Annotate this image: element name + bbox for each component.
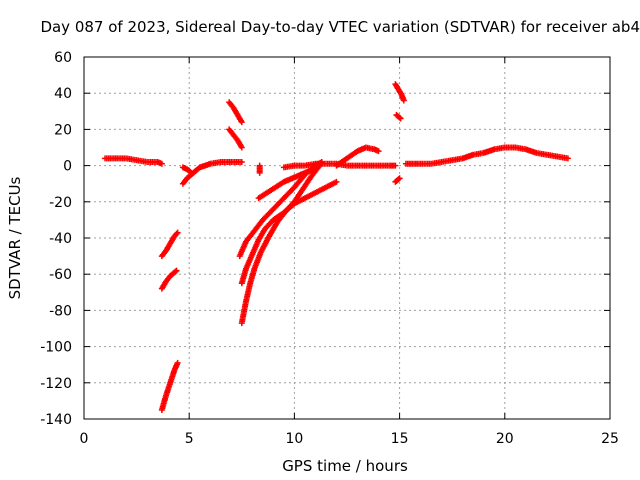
y-tick-label: -80 <box>49 303 72 319</box>
y-axis-label: SDTVAR / TECUs <box>6 176 24 299</box>
chart-title: Day 087 of 2023, Sidereal Day-to-day VTE… <box>40 18 640 36</box>
y-tick-label: -60 <box>49 267 72 283</box>
data-point <box>238 144 245 151</box>
y-tick-label: -20 <box>49 195 72 211</box>
data-point <box>174 359 181 366</box>
y-tick-label: -40 <box>49 231 72 247</box>
data-point <box>188 169 195 176</box>
axis-ticks: 0 5 10 15 20 25 -140 -120 -100 -80 -60 -40 -20 0 20 40 6… <box>40 50 619 447</box>
series-seg-rise-d <box>255 166 319 202</box>
data-point <box>312 166 319 173</box>
data-point <box>173 267 180 274</box>
y-tick-label: -140 <box>40 412 72 428</box>
series-seg-steep-c <box>158 229 181 260</box>
series-seg-steep-b <box>158 267 180 292</box>
plot-frame <box>83 56 611 420</box>
x-tick-label: 10 <box>285 431 303 447</box>
y-tick-label: 60 <box>54 50 72 66</box>
data-point <box>395 176 402 183</box>
series-seg-bump <box>333 144 382 169</box>
y-tick-label: -120 <box>40 376 72 392</box>
data-point <box>375 148 382 155</box>
series-seg-spike-c <box>392 175 403 185</box>
data-point <box>397 115 404 122</box>
data-point <box>174 229 181 236</box>
series-seg-high-b <box>226 126 245 151</box>
data-point <box>396 175 403 182</box>
y-tick-label: 40 <box>54 86 72 102</box>
y-tick-label: 0 <box>63 159 72 175</box>
y-tick-label: -100 <box>40 340 72 356</box>
data-point <box>158 160 165 167</box>
data-point <box>564 155 571 162</box>
data-point <box>392 162 399 169</box>
data-point <box>256 169 263 176</box>
series-seg-mid-b <box>179 164 195 176</box>
y-tick-label: 20 <box>54 122 72 138</box>
x-tick-label: 25 <box>601 431 619 447</box>
x-tick-label: 15 <box>391 431 409 447</box>
data-point <box>396 114 403 121</box>
x-tick-label: 20 <box>496 431 514 447</box>
series-seg-steep-a <box>158 359 181 413</box>
data-point <box>400 97 407 104</box>
x-tick-label: 5 <box>185 431 194 447</box>
grid <box>84 57 610 419</box>
x-axis-label: GPS time / hours <box>282 457 408 475</box>
data-point <box>172 268 179 275</box>
series-seg-high-a <box>226 99 245 126</box>
series-seg-late <box>402 144 571 167</box>
series-seg-spike-b <box>393 111 404 122</box>
data-points <box>102 81 571 413</box>
data-point <box>173 230 180 237</box>
data-point <box>238 119 245 126</box>
data-point <box>238 158 245 165</box>
series-seg-flat-mid <box>280 160 399 171</box>
data-point <box>333 178 340 185</box>
series-seg-rise-a <box>238 162 323 327</box>
series-seg-rise-b <box>238 178 340 287</box>
series-seg-early <box>102 155 165 167</box>
data-point <box>187 168 194 175</box>
series-seg-lone <box>256 162 263 176</box>
x-tick-label: 0 <box>80 431 89 447</box>
series-seg-spike-a <box>392 81 407 104</box>
